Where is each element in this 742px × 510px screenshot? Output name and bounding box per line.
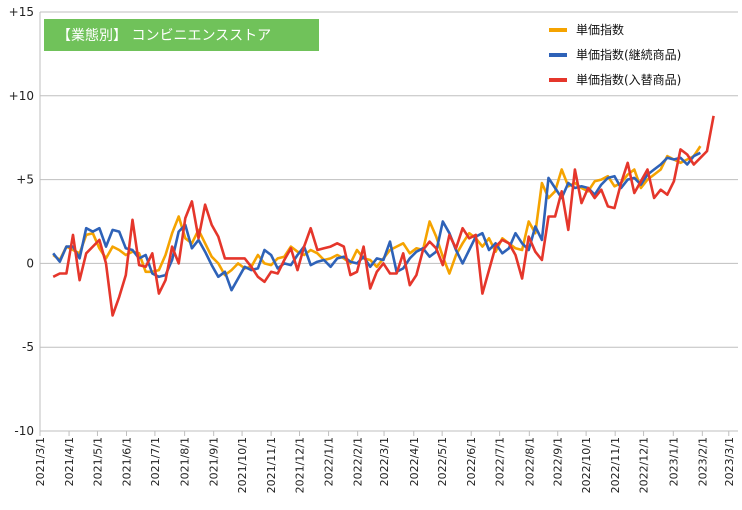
legend-label-continuing-products: 単価指数(継続商品) (576, 47, 681, 62)
series-lines (52, 115, 715, 317)
series-line-0 (52, 145, 702, 277)
x-tick-label: 2021/10/1 (236, 437, 249, 493)
chart-title: 【業態別】 コンビニエンスストア (44, 19, 319, 51)
x-tick-label: 2021/5/1 (91, 437, 104, 486)
x-tick-label: 2022/5/1 (436, 437, 449, 486)
series-line-1 (52, 151, 701, 292)
y-tick-label: -5 (22, 340, 34, 354)
x-tick-label: 2021/7/1 (149, 437, 162, 486)
x-tick-label: 2022/12/1 (638, 437, 651, 493)
x-tick-label: 2021/9/1 (208, 437, 221, 486)
series-line-2 (52, 115, 715, 317)
x-tick-label: 2023/1/1 (667, 437, 680, 486)
legend-label-replacement-products: 単価指数(入替商品) (576, 72, 681, 87)
y-tick-label: +5 (16, 173, 34, 187)
x-axis: 2021/3/1 2021/4/1 2021/5/1 2021/6/1 2021/7/1… (34, 431, 736, 493)
grid-lines (39, 11, 738, 432)
legend-label-unit-price-index: 単価指数 (576, 22, 624, 37)
x-tick-label: 2021/12/1 (294, 437, 307, 493)
y-tick-label: -10 (14, 424, 34, 438)
title-background (44, 19, 319, 51)
x-tick-label: 2022/2/1 (352, 437, 365, 486)
x-tick-label: 2022/9/1 (552, 437, 565, 486)
x-tick-label: 2022/3/1 (378, 437, 391, 486)
y-tick-label: +10 (9, 89, 34, 103)
x-tick-label: 2021/3/1 (34, 437, 47, 486)
x-tick-label: 2022/11/1 (609, 437, 622, 493)
x-tick-label: 2023/2/1 (696, 437, 709, 486)
y-axis: +15 +10 +5 0 -5 -10 (9, 5, 34, 438)
title-text: 【業態別】 コンビニエンスストア (57, 28, 271, 44)
x-tick-label: 2022/4/1 (408, 437, 421, 486)
x-tick-label: 2022/7/1 (494, 437, 507, 486)
x-tick-label: 2021/11/1 (265, 437, 278, 493)
x-tick-label: 2022/1/1 (323, 437, 336, 486)
y-tick-label: +15 (9, 5, 34, 19)
x-tick-label: 2021/8/1 (179, 437, 192, 486)
legend: 単価指数 単価指数(継続商品) 単価指数(入替商品) (549, 22, 681, 87)
x-tick-label: 2022/10/1 (580, 437, 593, 493)
y-tick-label: 0 (26, 256, 34, 270)
x-tick-label: 2021/4/1 (63, 437, 76, 486)
x-tick-label: 2022/6/1 (465, 437, 478, 486)
x-tick-label: 2023/3/1 (723, 437, 736, 486)
x-tick-label: 2021/6/1 (121, 437, 134, 486)
x-tick-label: 2022/8/1 (523, 437, 536, 486)
